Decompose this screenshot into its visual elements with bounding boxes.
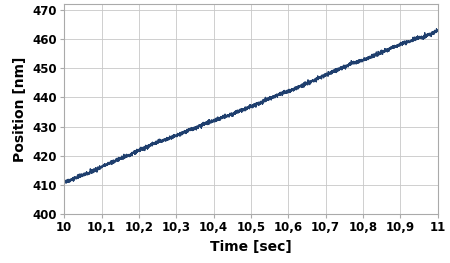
- Y-axis label: Position [nm]: Position [nm]: [13, 57, 27, 162]
- X-axis label: Time [sec]: Time [sec]: [210, 240, 292, 254]
